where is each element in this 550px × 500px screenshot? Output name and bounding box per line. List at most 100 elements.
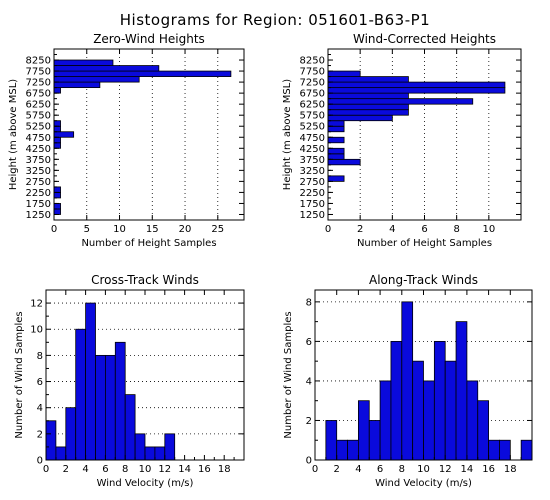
x-tick-label: 8 [453, 224, 459, 235]
chart-panel-2: Wind-Corrected Heights 0 2 4 6 8 10 12501750225… [282, 32, 522, 249]
x-axis-label: Wind Velocity (m/s) [97, 478, 194, 489]
histogram-bar [53, 76, 140, 83]
x-tick-label: 25 [211, 224, 224, 235]
y-tick-label: 6 [306, 337, 312, 348]
panel-title: Cross-Track Winds [91, 273, 199, 287]
y-tick-label: 3250 [26, 166, 51, 177]
panel-title: Zero-Wind Heights [93, 32, 205, 46]
histogram-bar [53, 125, 61, 133]
x-tick-label: 14 [461, 464, 474, 475]
x-tick-label: 0 [325, 224, 331, 235]
y-tick-label: 0 [306, 456, 312, 467]
histogram-bar [134, 433, 146, 461]
histogram-bar [53, 136, 61, 144]
y-tick-label: 1250 [26, 210, 51, 221]
histogram-bar [144, 446, 156, 461]
histogram-bar [327, 98, 474, 105]
y-tick-label: 7250 [26, 78, 51, 89]
y-tick-label: 7750 [300, 67, 325, 78]
chart-panel-4: Along-Track Winds 0 2 4 6 8 10 12 14 16 18 0 2 4 6 8 Win… [283, 273, 533, 489]
x-tick-label: 2 [63, 464, 69, 475]
y-tick-label: 6750 [26, 89, 51, 100]
histogram-bar [379, 380, 392, 461]
y-tick-label: 2750 [300, 177, 325, 188]
x-tick-label: 0 [43, 464, 49, 475]
y-axis-label: Number of Wind Samples [283, 311, 294, 438]
histogram-bar [412, 360, 424, 461]
histogram-bar [53, 65, 160, 72]
y-tick-label: 2250 [26, 188, 51, 199]
histogram-bar [53, 186, 61, 193]
y-tick-label: 2 [306, 416, 312, 427]
histogram-bar [327, 136, 345, 144]
histogram-bar [114, 341, 126, 461]
x-tick-label: 2 [334, 464, 340, 475]
histogram-bar [477, 400, 490, 461]
histogram-bar [336, 439, 348, 461]
x-tick-label: 18 [504, 464, 517, 475]
x-tick-label: 4 [82, 464, 88, 475]
y-axis-label: Height (m above MSL) [282, 79, 293, 190]
histogram-bar [327, 70, 361, 77]
histogram-bar [105, 354, 116, 461]
histogram-bar [53, 120, 61, 127]
y-tick-label: 1250 [300, 210, 325, 221]
x-tick-label: 10 [139, 464, 152, 475]
y-tick-label: 4750 [300, 133, 325, 144]
histogram-bar [327, 147, 345, 155]
histogram-bar [53, 59, 114, 66]
y-tick-label: 8250 [300, 56, 325, 67]
histogram-bar [53, 208, 61, 215]
histogram-bar [327, 103, 409, 111]
histogram-bar [154, 446, 166, 461]
y-axis-label: Number of Wind Samples [14, 311, 25, 438]
y-tick-label: 5250 [300, 122, 325, 133]
x-tick-label: 16 [482, 464, 495, 475]
histogram-bar [325, 420, 338, 461]
histogram-bar [327, 158, 361, 166]
histogram-bar [53, 87, 61, 94]
histogram-bar [488, 439, 500, 461]
histogram-bar [327, 114, 393, 122]
histogram-bar [455, 321, 468, 461]
chart-panel-1: Zero-Wind Heights 0 5 10 15 20 25 1250175022502… [8, 32, 245, 249]
y-tick-label: 10 [30, 325, 43, 336]
y-tick-label: 2750 [26, 177, 51, 188]
histogram-bar [327, 109, 409, 116]
y-tick-label: 0 [37, 456, 43, 467]
histogram-bar [53, 131, 75, 138]
y-tick-label: 3750 [300, 155, 325, 166]
histogram-bar [53, 192, 61, 199]
histogram-bar [53, 203, 61, 210]
histogram-bar [357, 400, 370, 461]
y-tick-label: 3250 [300, 166, 325, 177]
histogram-bar [327, 125, 345, 133]
panel-title: Along-Track Winds [369, 273, 478, 287]
histogram-bar [327, 81, 506, 89]
y-tick-label: 8250 [26, 56, 51, 67]
histogram-bar [327, 120, 345, 127]
y-tick-label: 4250 [26, 144, 51, 155]
y-tick-label: 5750 [300, 111, 325, 122]
histogram-bar [401, 301, 414, 461]
y-tick-label: 2250 [300, 188, 325, 199]
histogram-bar [327, 92, 409, 100]
x-tick-label: 18 [218, 464, 231, 475]
histogram-bar [124, 394, 136, 461]
panel-title: Wind-Corrected Heights [353, 32, 496, 46]
plot-frame [53, 48, 245, 221]
histogram-bar [53, 70, 232, 77]
x-tick-label: 5 [84, 224, 90, 235]
histogram-bar [65, 407, 77, 461]
x-tick-label: 15 [146, 224, 159, 235]
figure-title: Histograms for Region: 051601-B63-P1 [120, 11, 430, 29]
x-tick-label: 10 [417, 464, 430, 475]
histogram-bar [164, 433, 176, 461]
x-tick-label: 10 [113, 224, 126, 235]
histogram-bar [327, 175, 345, 182]
x-axis-label: Wind Velocity (m/s) [375, 478, 472, 489]
histogram-bar [423, 380, 435, 461]
histogram-bar [499, 439, 511, 461]
chart-panel-3: Cross-Track Winds 0 2 4 6 8 10 12 14 16 18 0 2 4 6 8 10 1… [14, 273, 245, 489]
